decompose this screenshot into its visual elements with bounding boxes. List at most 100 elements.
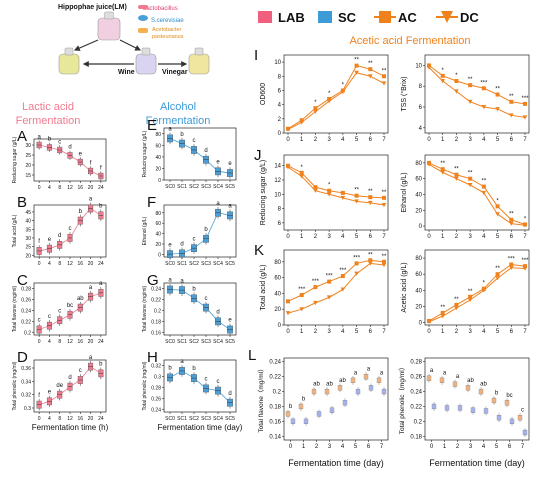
sig-star: ***	[480, 80, 488, 86]
x-tick-label: 6	[369, 137, 373, 143]
y-axis-label: Total flavone (mg/ml)	[12, 285, 18, 332]
marker-square	[523, 101, 527, 106]
trend-line	[169, 289, 231, 330]
box	[285, 411, 291, 417]
y-tick-label: 30	[25, 143, 31, 149]
sig-letter: bc	[506, 393, 512, 399]
y-tick-label: 0.2	[273, 390, 282, 396]
marker-square	[454, 79, 459, 83]
x-tick-label: 2	[315, 444, 319, 450]
marker-triangle	[481, 190, 487, 196]
x-tick-label: 0	[286, 234, 290, 240]
sig-letter: ab	[480, 382, 487, 388]
sig-letter: a	[228, 204, 232, 210]
y-tick-label: 25	[25, 153, 31, 159]
marker-square	[299, 293, 304, 297]
y-tick-label: 30	[25, 236, 31, 242]
marker-triangle	[326, 192, 332, 197]
x-tick-label: 0	[38, 339, 41, 345]
plot-frame	[283, 249, 389, 326]
plot-frame	[283, 54, 389, 134]
x-tick-label: 4	[48, 185, 51, 191]
y-tick-label: 0.16	[269, 419, 281, 425]
x-tick-label: 0	[286, 137, 290, 143]
y-tick-label: 0.26	[410, 375, 422, 381]
x-tick-label: 0	[427, 329, 431, 335]
marker-triangle	[285, 165, 291, 170]
marker-square	[313, 185, 318, 190]
y-tick-label: 10	[274, 60, 281, 66]
y-axis-label: Total phenolic（mg/ml）	[398, 364, 406, 434]
y-tick-label: 0.22	[410, 404, 422, 410]
y-axis-label: Reducing sugar (g/L)	[142, 130, 148, 177]
y-tick-label: 20	[274, 307, 281, 313]
sig-star: **	[468, 171, 473, 177]
marker-square	[340, 274, 345, 279]
x-tick-label: 3	[327, 137, 331, 143]
sig-letter: a	[216, 201, 220, 207]
sig-letter: c	[69, 226, 72, 232]
plot-frame	[163, 359, 237, 413]
x-tick-label: 4	[341, 234, 345, 240]
y-tick-label: 6	[278, 221, 282, 227]
sig-letter: b	[79, 209, 83, 215]
y-tick-label: 40	[155, 232, 161, 238]
box	[452, 381, 458, 387]
legend-swatch	[258, 11, 272, 23]
marker-triangle	[454, 306, 459, 311]
box	[444, 405, 450, 411]
y-tick-label: 0.24	[410, 390, 422, 396]
panel-letter: H	[147, 349, 158, 366]
y-tick-label: 0.22	[151, 297, 161, 303]
sig-letter: a	[168, 278, 172, 284]
marker-triangle	[285, 311, 291, 316]
yeast-icon	[138, 15, 148, 21]
x-tick-label: 12	[67, 339, 73, 345]
marker-triangle	[495, 107, 500, 112]
sig-star: ***	[339, 268, 347, 274]
sig-star: **	[495, 266, 500, 272]
marker-triangle	[367, 200, 373, 206]
panel-letter: D	[17, 349, 28, 366]
y-tick-label: 80	[155, 132, 161, 138]
sig-star: **	[495, 87, 500, 93]
y-axis-label: Total phenolic (mg/ml)	[142, 361, 148, 410]
x-tick-label: SC5	[225, 416, 235, 422]
y-tick-label: 60	[155, 143, 161, 149]
x-tick-label: 12	[67, 185, 73, 191]
x-axis-label: Fermentation time (day)	[158, 423, 243, 432]
y-axis-label: Acetic acid (g/L)	[401, 262, 408, 312]
sig-star: **	[440, 161, 445, 167]
y-tick-label: 20	[415, 208, 422, 214]
plot-frame	[424, 249, 530, 326]
left-bottle-neck	[64, 47, 74, 56]
y-tick-label: 60	[274, 276, 281, 282]
marker-square	[440, 167, 445, 172]
legend-swatch	[379, 11, 391, 23]
sig-letter: ab	[313, 382, 320, 388]
y-tick-label: 4	[419, 126, 423, 132]
marker-square	[509, 217, 514, 222]
arrow	[119, 39, 142, 51]
marker-triangle	[508, 265, 514, 270]
y-tick-label: 0	[419, 224, 423, 230]
x-tick-label: 7	[380, 444, 384, 450]
sig-star: *	[496, 198, 499, 204]
x-tick-label: 6	[510, 234, 514, 240]
marker-square	[313, 285, 318, 290]
yeast-label: S.cerevisiae	[151, 18, 184, 24]
x-tick-label: 5	[355, 234, 359, 240]
x-tick-label: 3	[468, 234, 472, 240]
x-tick-label: 16	[78, 416, 84, 422]
marker-square	[368, 258, 373, 263]
box	[517, 415, 523, 421]
panel-letter: B	[17, 194, 27, 211]
marker-square	[299, 170, 304, 175]
x-tick-label: 2	[455, 137, 459, 143]
heading: Alcohol	[160, 101, 196, 113]
sig-star: **	[482, 179, 487, 185]
y-tick-label: 40	[25, 219, 31, 225]
y-tick-label: 0	[158, 252, 161, 258]
trend-line	[169, 212, 231, 255]
box	[316, 411, 322, 417]
